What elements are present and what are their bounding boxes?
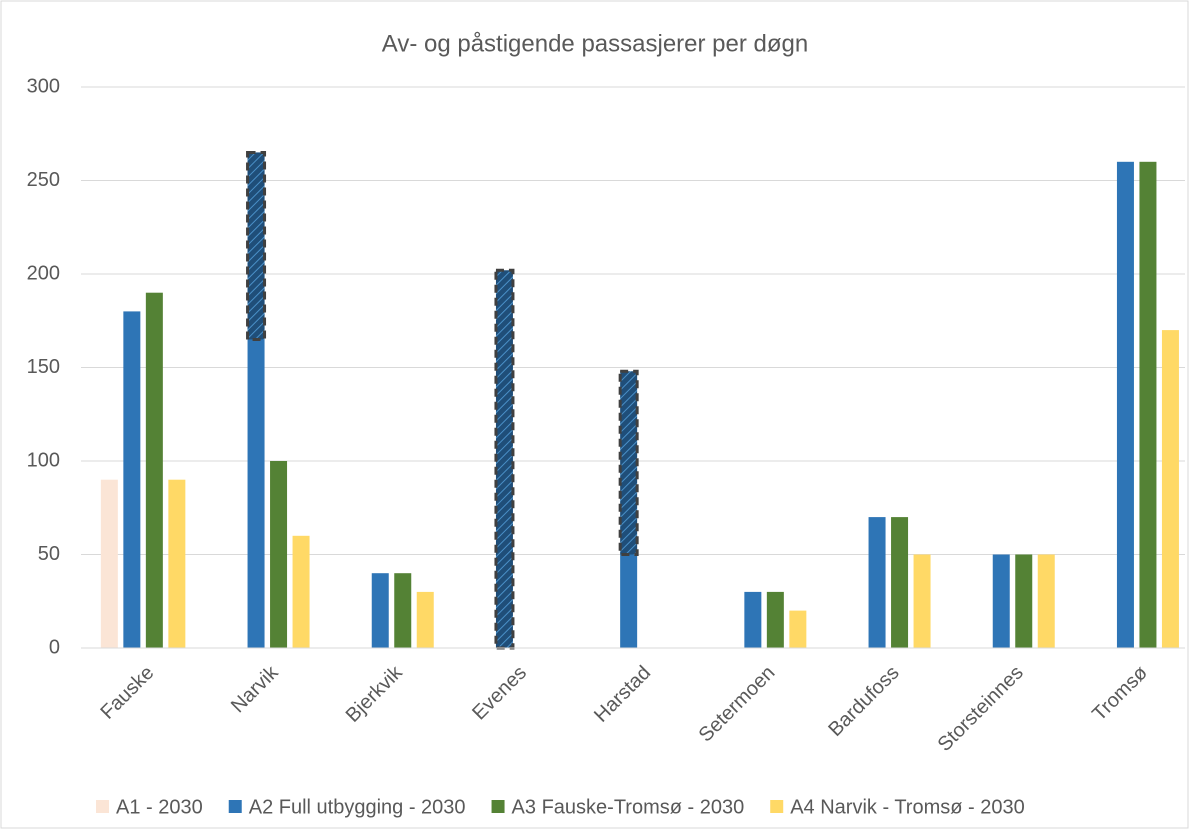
hatched-range <box>494 268 515 650</box>
bar <box>1037 554 1055 648</box>
legend-label: A1 - 2030 <box>116 796 203 818</box>
legend-label: A2 Full utbygging - 2030 <box>249 796 466 818</box>
bar <box>789 610 807 648</box>
bar <box>123 311 141 648</box>
chart-title: Av- og påstigende passasjerer per døgn <box>382 30 808 57</box>
bar <box>270 461 288 648</box>
legend-swatch <box>96 800 109 813</box>
bar <box>145 292 163 648</box>
hatched-range <box>618 369 639 556</box>
legend-label: A4 Narvik - Tromsø - 2030 <box>790 796 1025 818</box>
legend-label: A3 Fauske-Tromsø - 2030 <box>512 796 745 818</box>
bar <box>1116 161 1134 649</box>
bar <box>1139 161 1157 649</box>
legend-swatch <box>770 800 784 813</box>
bar <box>913 554 931 648</box>
bar <box>620 554 638 648</box>
bar <box>100 479 118 648</box>
bar <box>992 554 1010 648</box>
y-tick-label: 200 <box>27 262 60 284</box>
bar <box>394 573 412 648</box>
legend-swatch <box>228 800 242 813</box>
bar <box>1161 330 1179 648</box>
y-tick-label: 100 <box>27 449 60 471</box>
bar <box>868 517 886 648</box>
y-tick-label: 250 <box>27 169 60 191</box>
bar <box>371 573 389 648</box>
y-tick-label: 0 <box>49 636 60 658</box>
bar <box>766 591 784 648</box>
bar <box>1015 554 1033 648</box>
y-tick-label: 150 <box>27 356 60 378</box>
bar <box>292 535 310 648</box>
bar <box>168 479 186 648</box>
hatched-range <box>246 150 267 341</box>
y-tick-label: 300 <box>27 75 60 97</box>
bar <box>416 591 434 648</box>
y-tick-label: 50 <box>38 543 60 565</box>
legend-swatch <box>491 800 505 813</box>
bar <box>891 517 909 648</box>
bar <box>744 591 762 648</box>
